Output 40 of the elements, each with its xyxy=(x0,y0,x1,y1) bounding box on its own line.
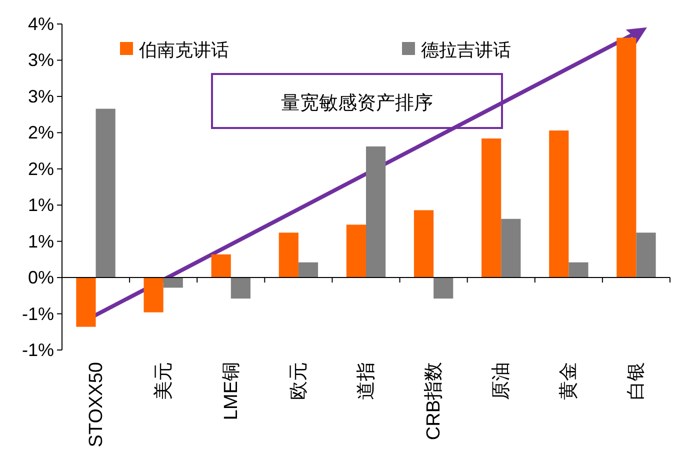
bar xyxy=(230,278,250,299)
bar xyxy=(278,232,298,278)
y-tick-label: 1% xyxy=(28,195,54,216)
legend-label: 德拉吉讲话 xyxy=(421,40,511,60)
x-tick-label: 道指 xyxy=(356,362,377,400)
bar xyxy=(568,262,588,278)
bar xyxy=(482,138,502,278)
bar xyxy=(298,262,318,278)
y-tick-label: 3% xyxy=(28,86,54,106)
y-tick-label: 2% xyxy=(28,122,54,143)
bar xyxy=(76,278,96,327)
x-tick-label: STOXX50 xyxy=(86,362,107,448)
bar xyxy=(414,210,434,278)
x-tick-label: 白银 xyxy=(626,362,648,400)
bar xyxy=(434,278,454,299)
bar xyxy=(211,254,231,278)
bar xyxy=(616,38,636,278)
bar xyxy=(96,108,116,278)
x-tick-label: 原油 xyxy=(491,362,512,400)
y-tick-label: 4% xyxy=(28,14,54,34)
bar xyxy=(163,278,183,288)
bar xyxy=(346,224,366,278)
x-tick-label: 美元 xyxy=(152,362,174,400)
y-tick-label: 1% xyxy=(28,231,54,252)
y-tick-label: -1% xyxy=(22,304,54,324)
bar xyxy=(144,278,164,312)
bar xyxy=(549,130,569,278)
y-tick-label: -1% xyxy=(22,340,54,360)
y-tick-label: 2% xyxy=(28,158,54,179)
y-tick-label: 3% xyxy=(28,50,54,70)
bar xyxy=(366,146,386,278)
x-tick-label: 黄金 xyxy=(558,362,580,400)
y-tick-label: 0% xyxy=(28,268,54,288)
bar xyxy=(501,218,521,278)
x-tick-label: CRB指数 xyxy=(424,362,445,440)
annotation: 量宽敏感资产排序 xyxy=(281,92,433,114)
legend-label: 伯南克讲话 xyxy=(138,40,229,60)
bar xyxy=(636,232,656,278)
x-tick-label: 欧元 xyxy=(288,362,310,400)
x-tick-label: LME铜 xyxy=(220,362,242,420)
